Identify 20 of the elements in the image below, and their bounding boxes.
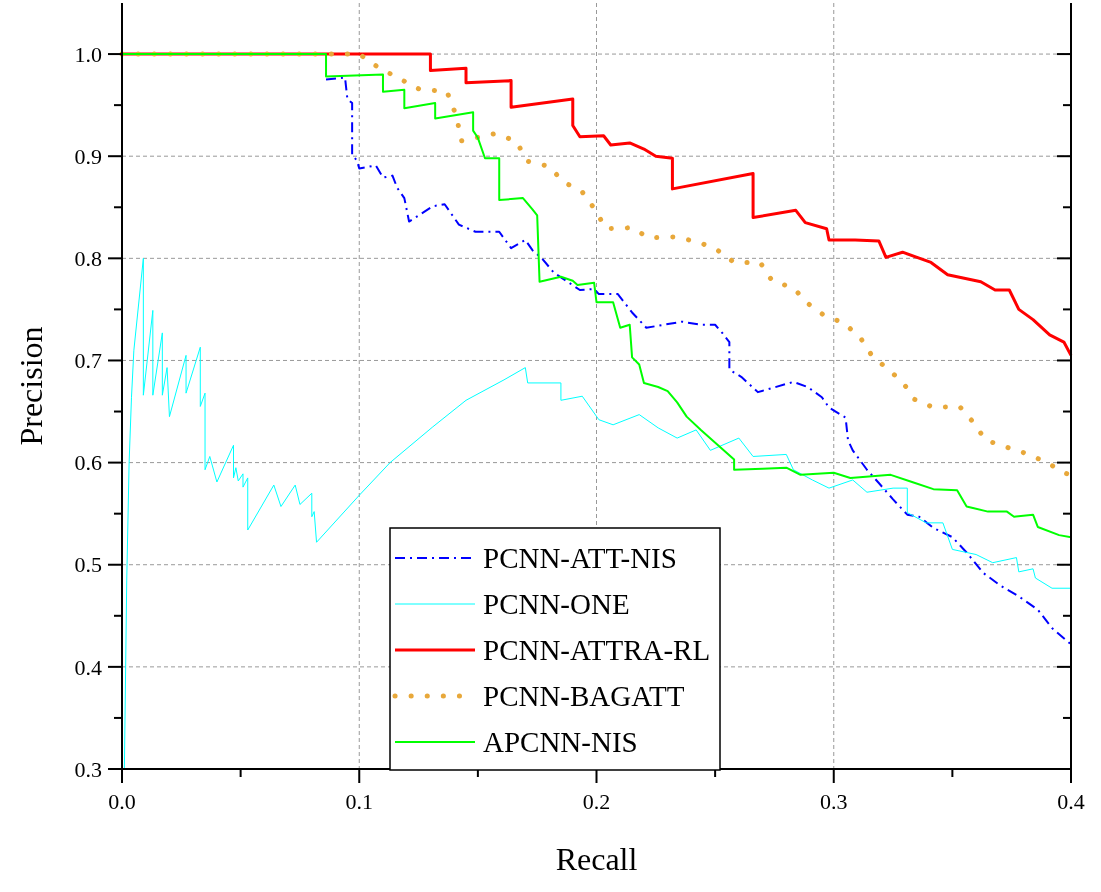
legend-label: APCNN-NIS [483, 726, 638, 759]
legend-label: PCNN-ATTRA-RL [483, 634, 711, 667]
y-tick-label: 0.3 [74, 756, 102, 782]
y-tick-label: 0.6 [74, 450, 102, 476]
x-tick-label: 0.0 [108, 789, 136, 814]
legend-label: PCNN-ONE [483, 588, 630, 621]
y-tick-label: 0.9 [74, 143, 102, 169]
y-tick-label: 0.5 [74, 552, 102, 578]
legend-label: PCNN-BAGATT [483, 680, 685, 713]
legend-label: PCNN-ATT-NIS [483, 542, 677, 575]
x-axis-title: Recall [555, 841, 638, 877]
x-tick-label: 0.2 [582, 789, 611, 814]
y-tick-label: 0.7 [74, 348, 102, 374]
x-tick-label: 0.4 [1057, 789, 1085, 814]
x-tick-label: 0.3 [820, 789, 848, 814]
y-tick-label: 1.0 [74, 41, 102, 67]
y-tick-label: 0.8 [74, 246, 102, 272]
y-axis-title: Precision [13, 326, 49, 446]
y-tick-label: 0.4 [74, 654, 102, 680]
x-tick-label: 0.1 [345, 789, 373, 814]
